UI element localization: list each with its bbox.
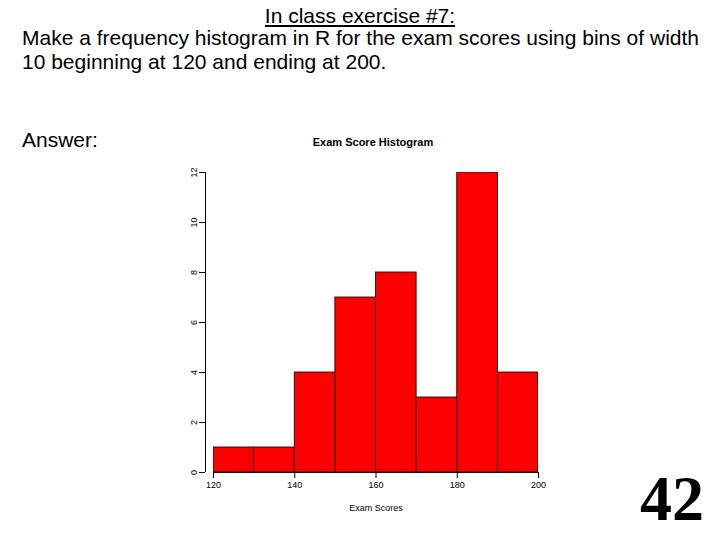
- html-text:Make a frequency histogram in: Make a frequency histogram in R for the …: [22, 26, 699, 73]
- html-text:42: 42: [640, 463, 704, 534]
- html-text:Answer:: Answer:: [22, 128, 98, 151]
- svg-text:180: 180: [450, 480, 465, 490]
- svg-text:Exam Scores: Exam Scores: [349, 503, 403, 513]
- svg-text:160: 160: [368, 480, 383, 490]
- svg-text:8: 8: [189, 270, 199, 275]
- html-text:In class exercise #7:: In class exercise #7:: [264, 4, 456, 27]
- svg-text:10: 10: [189, 217, 199, 227]
- svg-text:6: 6: [189, 320, 199, 325]
- svg-text:140: 140: [287, 480, 302, 490]
- svg-text:4: 4: [189, 370, 199, 375]
- svg-text:2: 2: [189, 420, 199, 425]
- svg-text:200: 200: [531, 480, 546, 490]
- svg-text:0: 0: [189, 470, 199, 475]
- svg-text:12: 12: [189, 167, 199, 177]
- html-text:Exam Score Histogram: Exam Score Histogram: [312, 136, 434, 148]
- svg-text:120: 120: [206, 480, 221, 490]
